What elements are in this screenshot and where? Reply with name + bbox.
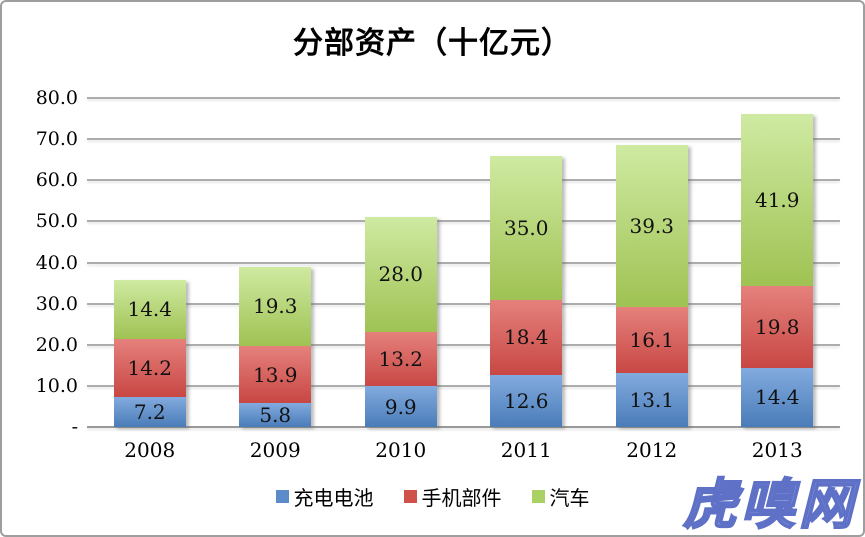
y-tick-label: - [71,416,78,438]
bar-value-label: 12.6 [503,389,549,414]
bar-segment-s2-2013: 41.9 [741,114,814,287]
legend-item-2: 汽车 [531,482,590,511]
bar-segment-s0-2010: 9.9 [364,386,437,427]
bar-segment-s2-2011: 35.0 [490,155,563,300]
bar-segment-s2-2012: 39.3 [615,145,688,307]
y-tick-label: 50.0 [35,210,78,233]
y-tick-label: 30.0 [35,292,78,315]
gridline [87,302,840,305]
legend-swatch-icon [531,490,545,503]
stacked-bar-2010: 28.0 13.2 9.9 [364,216,437,427]
stacked-bar-2011: 35.0 18.4 12.6 [490,155,563,427]
gridline [87,97,840,99]
x-tick-label: 2013 [751,438,803,462]
bar-segment-s1-2012: 16.1 [615,306,688,374]
bar-value-label: 19.3 [252,294,298,319]
stacked-bar-2012: 39.3 16.1 13.1 [615,145,688,427]
bar-value-label: 5.8 [259,403,292,427]
bar-value-label: 14.4 [754,385,800,410]
x-axis-line [87,426,840,428]
bar-value-label: 14.4 [127,297,173,322]
y-tick-label: 60.0 [35,169,78,192]
y-tick-label: 80.0 [35,87,78,109]
bar-segment-s0-2009: 5.8 [239,403,312,427]
bar-value-label: 7.2 [133,400,166,425]
bar-value-label: 13.9 [252,362,298,387]
legend-swatch-icon [275,490,289,503]
bar-value-label: 16.1 [629,327,675,352]
bar-segment-s1-2013: 19.8 [741,286,814,368]
bar-segment-s1-2008: 14.2 [113,338,186,398]
bar-value-label: 19.8 [754,315,800,340]
y-tick-label: 10.0 [35,374,78,397]
bar-value-label: 39.3 [629,214,675,239]
y-tick-label: 70.0 [35,128,78,151]
y-tick-label: 40.0 [35,251,78,274]
gridline [87,220,840,223]
bar-segment-s0-2011: 12.6 [490,375,563,427]
bar-value-label: 28.0 [378,262,424,287]
bar-segment-s0-2012: 13.1 [615,373,688,427]
legend-label: 充电电池 [293,486,374,510]
x-tick-label: 2009 [249,438,301,462]
x-tick-label: 2011 [500,438,552,462]
legend-swatch-icon [403,490,417,503]
legend-label: 汽车 [549,486,590,510]
legend-item-1: 手机部件 [403,482,502,511]
bar-segment-s2-2010: 28.0 [364,216,437,332]
bar-segment-s0-2013: 14.4 [741,367,814,427]
bar-value-label: 14.2 [127,356,173,381]
legend: 充电电池 手机部件 汽车 [2,482,863,511]
gridline [87,138,840,141]
bar-value-label: 35.0 [503,215,549,240]
legend-item-0: 充电电池 [275,482,374,511]
stacked-bar-2009: 19.3 13.9 5.8 [239,266,312,427]
chart-title: 分部资产（十亿元） [293,26,572,61]
bar-value-label: 9.9 [384,394,417,419]
bar-value-label: 41.9 [754,188,800,213]
bar-segment-s1-2010: 13.2 [364,331,437,387]
gridline [87,384,840,387]
bar-segment-s1-2009: 13.9 [239,345,312,404]
bar-segment-s2-2008: 14.4 [113,279,186,339]
x-tick-label: 2010 [375,438,427,462]
bar-value-label: 13.1 [629,388,675,413]
legend-label: 手机部件 [421,486,502,510]
stacked-bar-2008: 14.4 14.2 7.2 [113,279,186,427]
x-tick-label: 2008 [124,438,176,462]
bar-value-label: 18.4 [503,325,549,350]
x-tick-label: 2012 [626,438,678,462]
bar-segment-s0-2008: 7.2 [113,397,186,427]
gridline [87,343,840,346]
gridline [87,261,840,264]
y-tick-label: 20.0 [35,333,78,356]
stacked-bar-2013: 41.9 19.8 14.4 [741,114,814,427]
bar-value-label: 13.2 [378,347,424,372]
bar-segment-s2-2009: 19.3 [239,266,312,346]
bar-segment-s1-2011: 18.4 [490,299,563,376]
watermark: 虎嗅网 [682,471,857,536]
gridline [87,179,840,182]
